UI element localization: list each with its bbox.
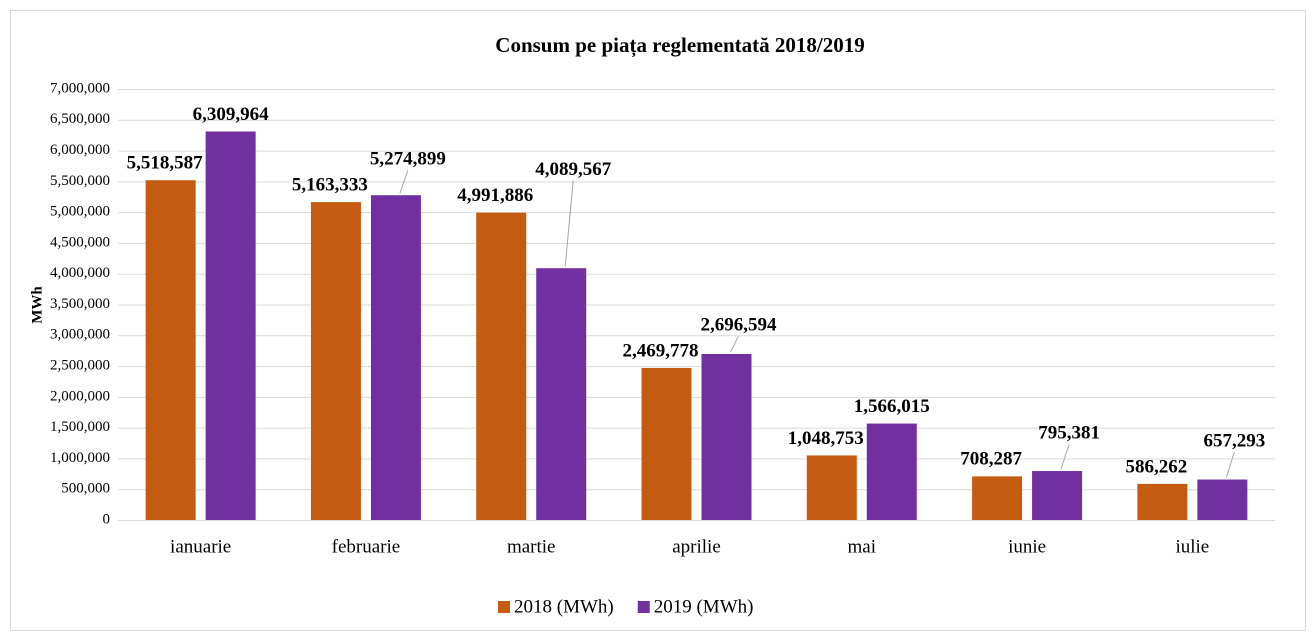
leader-line <box>1060 444 1070 470</box>
legend-swatch <box>498 601 510 613</box>
x-tick-label: iulie <box>1175 536 1209 557</box>
y-tick-label: 7,000,000 <box>50 80 110 96</box>
data-label: 5,518,587 <box>127 153 204 174</box>
legend-swatch <box>637 601 650 613</box>
leader-line <box>1225 451 1235 478</box>
y-axis-label: MWh <box>29 286 45 324</box>
data-label: 4,089,567 <box>535 159 612 180</box>
bar <box>310 202 361 520</box>
data-label: 1,566,015 <box>854 396 930 417</box>
x-tick-label: ianuarie <box>170 536 231 557</box>
y-tick-label: 6,000,000 <box>50 142 110 158</box>
bar <box>1137 483 1188 520</box>
x-tick-label: martie <box>507 536 556 557</box>
bar <box>476 212 527 520</box>
legend-label: 2018 (MWh) <box>514 596 614 617</box>
y-tick-label: 3,000,000 <box>50 327 110 343</box>
y-tick-label: 5,000,000 <box>50 204 110 220</box>
y-tick-label: 0 <box>103 511 111 527</box>
y-tick-label: 4,500,000 <box>50 234 110 250</box>
bar <box>370 195 421 521</box>
bar <box>972 476 1023 520</box>
data-label: 795,381 <box>1038 423 1100 444</box>
data-label: 657,293 <box>1203 430 1265 451</box>
leader-line <box>399 169 409 194</box>
data-label: 2,696,594 <box>701 314 778 335</box>
y-tick-label: 2,500,000 <box>50 358 110 374</box>
y-tick-label: 5,500,000 <box>50 173 110 189</box>
leader-line <box>730 335 739 353</box>
y-tick-label: 1,500,000 <box>50 419 110 435</box>
y-tick-label: 2,000,000 <box>50 388 110 404</box>
bar <box>701 353 752 520</box>
data-label: 2,469,778 <box>623 340 699 361</box>
data-label: 5,163,333 <box>292 174 368 195</box>
bar <box>641 367 692 520</box>
bar <box>806 455 857 520</box>
y-tick-label: 3,500,000 <box>50 296 110 312</box>
bar <box>866 423 917 520</box>
y-tick-label: 6,500,000 <box>50 111 110 127</box>
bar <box>1032 471 1083 520</box>
data-label: 708,287 <box>960 449 1022 470</box>
data-label: 1,048,753 <box>788 428 864 449</box>
x-tick-label: aprilie <box>672 536 721 557</box>
chart-title: Consum pe piața reglementată 2018/2019 <box>495 33 864 58</box>
bar <box>205 131 256 520</box>
data-label: 4,991,886 <box>457 185 533 206</box>
y-tick-label: 500,000 <box>61 481 110 497</box>
bar <box>145 180 196 520</box>
x-tick-label: mai <box>848 536 877 557</box>
data-label: 6,309,964 <box>193 104 270 125</box>
leader-line <box>564 180 574 267</box>
data-label: 5,274,899 <box>370 148 446 169</box>
x-tick-label: iunie <box>1008 536 1046 557</box>
legend-label: 2019 (MWh) <box>654 596 754 617</box>
data-label: 586,262 <box>1125 456 1187 477</box>
x-tick-label: februarie <box>332 536 401 557</box>
bar <box>536 268 587 520</box>
bar <box>1197 479 1248 520</box>
y-tick-label: 4,000,000 <box>50 265 110 281</box>
y-tick-label: 1,000,000 <box>50 450 110 466</box>
